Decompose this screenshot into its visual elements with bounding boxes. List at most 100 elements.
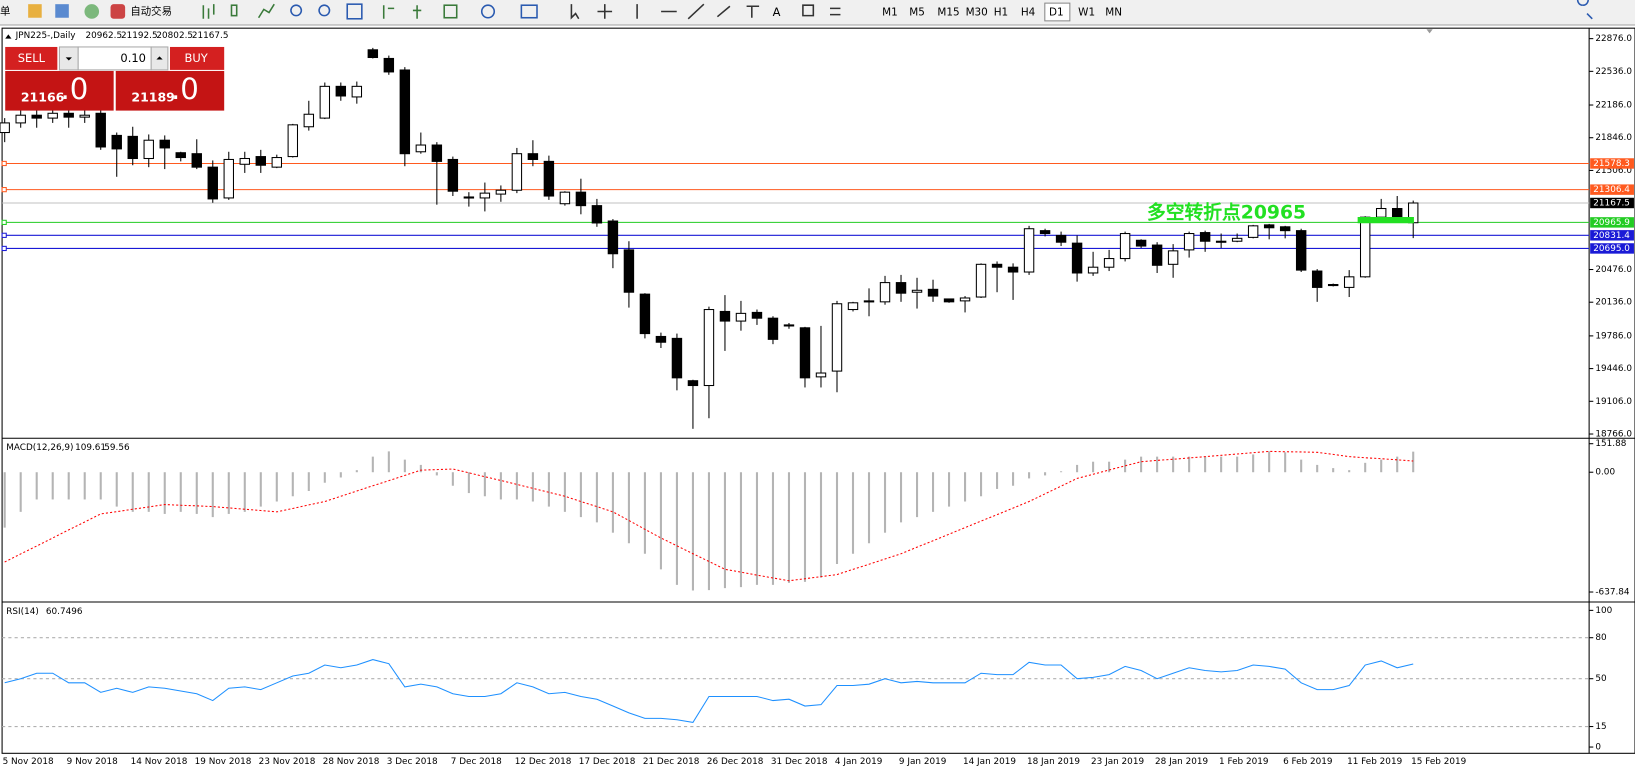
candle-body	[1359, 216, 1371, 278]
y-tick-label: 22876.0	[1595, 34, 1632, 44]
sell-button[interactable]	[5, 46, 58, 70]
y-tick-label: 20136.0	[1595, 298, 1632, 308]
x-tick-label: 28 Jan 2019	[1155, 757, 1208, 767]
candle-body	[655, 335, 667, 343]
timeframe-button[interactable]: M15	[937, 7, 959, 19]
timeframe-button[interactable]: W1	[1078, 7, 1095, 19]
candle-body	[447, 158, 459, 192]
icon[interactable]	[318, 4, 331, 17]
indicator-value: 109.61	[75, 443, 106, 453]
collapse-icon[interactable]	[5, 34, 12, 39]
candle-body	[191, 153, 202, 168]
icon[interactable]	[28, 4, 42, 18]
candle-body	[319, 85, 331, 119]
icon[interactable]	[382, 5, 422, 19]
x-tick-label: 19 Nov 2018	[195, 757, 252, 767]
price-level-marker	[1, 187, 7, 193]
candle-body	[575, 191, 587, 207]
icon[interactable]	[480, 4, 496, 19]
candle-body	[943, 298, 955, 303]
icon[interactable]	[257, 3, 275, 19]
icon[interactable]	[230, 4, 238, 17]
buy-button[interactable]	[169, 46, 225, 70]
candle-body	[1375, 208, 1387, 218]
sell-price-box[interactable]	[5, 70, 114, 111]
candle-body	[1055, 234, 1067, 243]
candle-body	[783, 324, 795, 327]
sell-price-fraction[interactable]: .0	[60, 72, 88, 106]
candle-body	[207, 166, 218, 200]
icon[interactable]: A	[773, 5, 781, 19]
timeframe-button[interactable]: MN	[1105, 7, 1122, 19]
y-tick-label: 0.00	[1595, 468, 1615, 478]
buy-price-box[interactable]	[115, 70, 225, 111]
candle-body	[639, 293, 651, 335]
icon[interactable]	[290, 4, 303, 17]
candle-body	[815, 372, 827, 378]
timeframe-button[interactable]: D1	[1049, 7, 1064, 19]
timeframe-button[interactable]: H1	[994, 7, 1008, 19]
candle-body	[543, 160, 555, 197]
icon[interactable]	[346, 3, 363, 20]
x-tick-label: 3 Dec 2018	[387, 757, 438, 767]
x-tick-label: 17 Dec 2018	[579, 757, 636, 767]
sell-price[interactable]: 21166	[21, 90, 65, 105]
auto-trading-icon[interactable]	[110, 4, 126, 19]
price-level-marker	[1, 219, 7, 225]
y-tick-label: 19106.0	[1595, 397, 1632, 407]
candle-body	[1183, 233, 1195, 251]
icon[interactable]	[202, 4, 215, 19]
buy-price[interactable]: 21189	[131, 90, 174, 105]
icon[interactable]	[443, 4, 458, 19]
y-tick-label: 21846.0	[1595, 133, 1632, 143]
icon[interactable]	[84, 4, 100, 19]
candle-body	[95, 112, 106, 148]
bid-tag	[1590, 197, 1634, 209]
candle-body	[271, 157, 283, 168]
timeframe-button[interactable]: H4	[1021, 7, 1036, 19]
candle-body	[463, 196, 475, 199]
y-tick-label: 50	[1595, 674, 1607, 684]
timeframe-button[interactable]: M1	[882, 7, 898, 19]
y-tick-label: 18766.0	[1595, 430, 1632, 440]
x-tick-label: 5 Nov 2018	[3, 757, 54, 767]
ohlc-value: 20962.5	[86, 31, 123, 41]
icon[interactable]	[520, 4, 538, 19]
lot-value[interactable]: 0.10	[120, 51, 146, 65]
y-tick-label: 100	[1595, 606, 1612, 616]
icon[interactable]	[570, 3, 841, 20]
ohlc-value: 21192.5	[121, 31, 158, 41]
x-tick-label: 26 Dec 2018	[707, 757, 764, 767]
toolbar	[0, 0, 1635, 26]
timeframe-button[interactable]: M5	[909, 7, 925, 19]
candle-body	[431, 144, 443, 162]
x-tick-label: 21 Dec 2018	[643, 757, 700, 767]
bid-label: 21167.5	[1593, 198, 1630, 208]
shift-marker	[1426, 29, 1433, 34]
search-icon[interactable]	[1576, 0, 1593, 20]
candle-body	[703, 309, 715, 387]
candle-body	[1231, 237, 1243, 242]
candle-body	[1167, 250, 1179, 265]
lot-up-arrow	[156, 56, 163, 60]
icon[interactable]	[55, 4, 69, 18]
buy-label[interactable]: BUY	[185, 51, 209, 65]
y-tick-label: 80	[1595, 633, 1607, 643]
candle-body	[31, 114, 42, 119]
indicator-value: 59.56	[104, 443, 130, 453]
buy-price-fraction[interactable]: .0	[171, 72, 199, 106]
candle-body	[1391, 208, 1403, 218]
timeframe-button[interactable]: M30	[966, 7, 988, 19]
y-tick-label: 20476.0	[1595, 265, 1632, 275]
auto-trading-button[interactable]: 自动交易	[130, 4, 172, 17]
price-level-tag	[1590, 230, 1634, 241]
candle-body	[719, 310, 731, 322]
price-level-label: 21306.4	[1593, 185, 1630, 195]
sell-label[interactable]: SELL	[18, 51, 46, 65]
candle-body	[47, 112, 58, 119]
candle-body	[975, 263, 987, 298]
candle-body	[1007, 266, 1019, 273]
candle-body	[1263, 224, 1275, 229]
chart-title: JPN225-,Daily	[15, 31, 76, 41]
